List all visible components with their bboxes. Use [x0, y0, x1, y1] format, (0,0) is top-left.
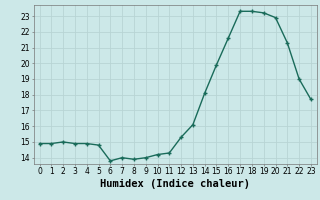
X-axis label: Humidex (Indice chaleur): Humidex (Indice chaleur) [100, 179, 250, 189]
